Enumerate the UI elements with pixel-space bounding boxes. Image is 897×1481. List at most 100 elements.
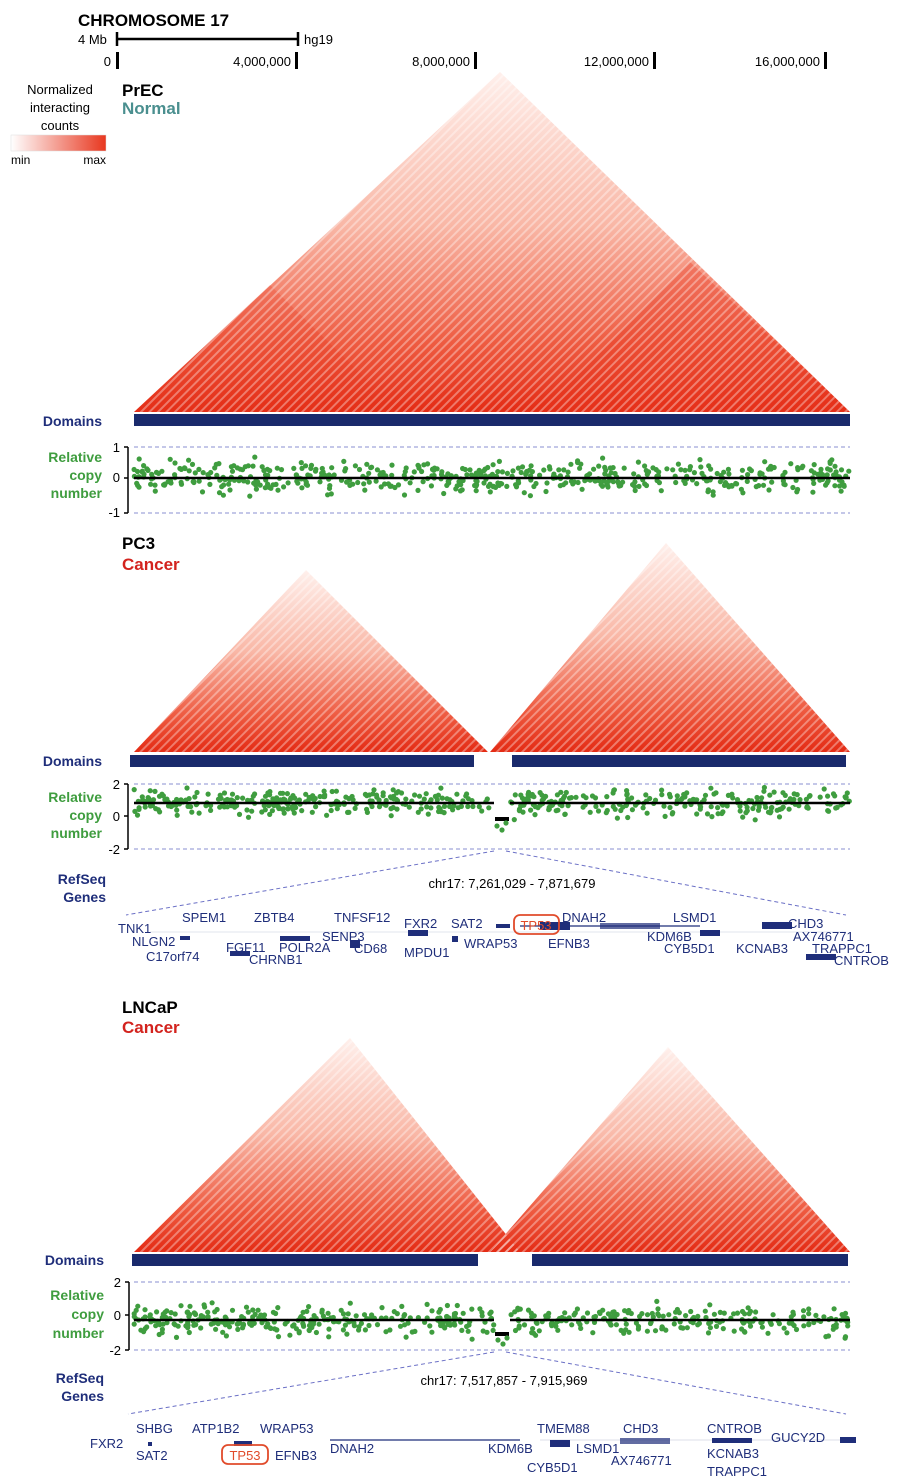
copy-number-point: [632, 487, 638, 494]
copy-number-point: [464, 472, 470, 478]
copy-number-point: [184, 1323, 190, 1329]
copy-number-point: [476, 467, 482, 473]
heatmap-texture: [134, 1038, 520, 1252]
copy-number-point: [412, 792, 418, 798]
copy-number-point: [347, 1300, 353, 1306]
copy-number-point: [825, 466, 831, 472]
copy-number-point: [397, 1323, 404, 1329]
gene-label: TNFSF12: [334, 910, 390, 925]
copy-number-point: [203, 803, 209, 809]
gene-label: KCNAB3: [736, 941, 788, 956]
copy-number-point: [167, 478, 174, 484]
copy-number-point: [707, 1302, 713, 1308]
copy-number-point: [321, 788, 327, 794]
copy-number-point: [438, 785, 444, 791]
copy-number-point: [291, 1322, 297, 1328]
copy-tick-high: 2: [114, 1275, 121, 1290]
copy-number-point: [754, 794, 760, 801]
copy-number-point: [423, 791, 429, 797]
copy-number-point: [303, 791, 309, 797]
copy-number-point: [229, 1307, 236, 1313]
copy-number-point: [342, 1322, 348, 1328]
copy-number-point: [187, 1303, 193, 1309]
gene-label: TRAPPC1: [812, 941, 872, 956]
copy-number-point: [255, 1307, 261, 1313]
copy-number-point: [213, 461, 219, 467]
copy-number-point: [688, 1308, 694, 1315]
copy-number-point: [659, 792, 665, 798]
copy-number-point: [334, 806, 340, 812]
copy-tick-low: -2: [109, 1343, 121, 1358]
copy-number-point: [465, 803, 471, 810]
copy-number-point: [229, 468, 236, 474]
copy-number-point: [451, 803, 457, 809]
copy-number-point: [801, 1314, 807, 1320]
copy-number-point: [402, 1312, 408, 1318]
copy-number-point: [371, 787, 377, 793]
copy-number-point: [675, 461, 682, 467]
copy-number-point: [660, 1313, 666, 1319]
copy-number-point: [356, 466, 363, 473]
scalebar-label: 4 Mb: [78, 32, 107, 47]
copy-number-point: [402, 469, 408, 475]
copy-number-point: [369, 464, 375, 470]
copy-number-point: [659, 1324, 665, 1330]
copy-number-point: [746, 1311, 752, 1317]
copy-number-point: [767, 792, 773, 798]
copy-number-point: [427, 1323, 433, 1329]
copy-number-point: [496, 458, 502, 464]
copy-number-point: [518, 803, 524, 809]
copy-number-point: [705, 489, 711, 495]
copy-number-point: [721, 469, 727, 475]
copy-number-point: [438, 1322, 444, 1329]
copy-number-point: [818, 470, 824, 476]
copy-number-point: [291, 465, 297, 471]
legend-color-ramp: [10, 134, 107, 152]
copy-number-point: [635, 459, 642, 465]
copy-number-point: [515, 478, 521, 484]
copy-number-point: [467, 467, 473, 473]
copy-number-point: [704, 478, 711, 484]
gene-label: AX746771: [793, 929, 854, 944]
copy-number-point: [444, 1314, 450, 1320]
copy-number-point: [304, 1308, 310, 1314]
copy-number-point: [239, 1314, 245, 1320]
copy-number-point: [223, 1333, 229, 1339]
copy-number-point: [508, 1312, 514, 1318]
copy-number-point: [325, 1310, 331, 1316]
copy-number-point: [159, 468, 165, 474]
copy-number-point: [220, 492, 226, 498]
copy-number-point: [797, 797, 803, 803]
copy-number-point: [832, 463, 838, 469]
copy-number-point: [464, 1323, 470, 1330]
copy-number-point: [682, 794, 688, 800]
legend-min-label: min: [11, 153, 30, 167]
copy-number-point: [328, 807, 334, 814]
copy-number-point: [734, 1310, 741, 1316]
copy-number-point: [683, 1313, 689, 1319]
copy-number-point: [205, 1309, 211, 1315]
copy-number-point: [717, 1309, 723, 1315]
copy-number-point: [566, 795, 573, 801]
copy-number-point: [697, 457, 703, 463]
copy-number-point: [447, 803, 453, 810]
copy-number-point: [459, 1327, 465, 1333]
copy-number-point: [267, 1325, 273, 1331]
copy-number-point: [838, 488, 844, 494]
copy-number-point: [705, 1330, 712, 1336]
copy-number-point: [710, 489, 716, 495]
copy-number-point: [528, 807, 534, 813]
copy-number-point: [646, 469, 652, 475]
panel-pc3: PC3 Cancer Domains Relative copy number …: [43, 534, 889, 968]
copy-number-point: [682, 803, 688, 809]
copy-number-point: [364, 793, 370, 799]
copy-number-point: [450, 807, 456, 813]
copy-number-point: [694, 481, 700, 487]
ruler-tick-mark-0: [116, 52, 119, 69]
copy-number-point: [296, 797, 302, 803]
copy-number-point: [456, 479, 462, 485]
copy-number-point: [319, 465, 325, 472]
coordinate-ruler: 0 4,000,000 8,000,000 12,000,000 16,000,…: [104, 52, 827, 69]
gene-label: TRAPPC1: [707, 1464, 767, 1479]
copy-number-point: [546, 806, 552, 812]
